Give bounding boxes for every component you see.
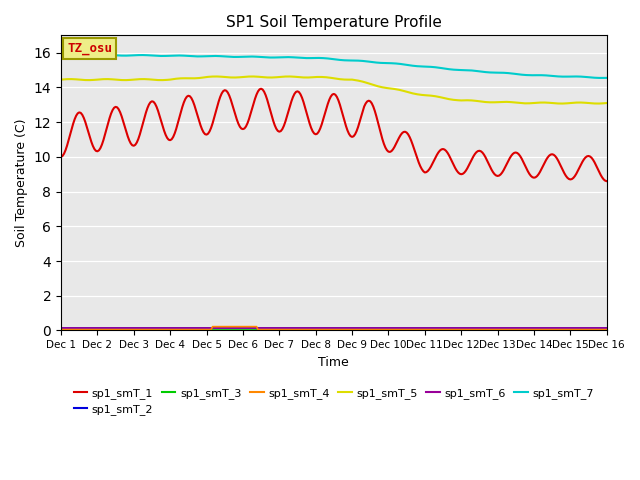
sp1_smT_3 (159, 327, 166, 333)
sp1_smT_1 (72, 113, 80, 119)
sp1_smT_1 (538, 166, 545, 172)
sp1_smT_2 (386, 325, 394, 331)
sp1_smT_7 (596, 75, 604, 81)
Line: sp1_smT_1: sp1_smT_1 (61, 89, 607, 181)
sp1_smT_3 (72, 327, 80, 333)
sp1_smT_4 (209, 324, 216, 329)
sp1_smT_4 (400, 327, 408, 333)
Line: sp1_smT_4: sp1_smT_4 (61, 326, 607, 330)
sp1_smT_1 (57, 154, 65, 160)
sp1_smT_3 (398, 327, 406, 333)
Line: sp1_smT_5: sp1_smT_5 (61, 76, 607, 104)
sp1_smT_7 (603, 75, 611, 81)
sp1_smT_2 (398, 325, 406, 331)
sp1_smT_6 (398, 324, 406, 330)
sp1_smT_6 (368, 324, 376, 330)
sp1_smT_7 (160, 53, 168, 59)
sp1_smT_2 (159, 325, 166, 331)
sp1_smT_4 (369, 327, 377, 333)
Legend: sp1_smT_1, sp1_smT_2, sp1_smT_3, sp1_smT_4, sp1_smT_5, sp1_smT_6, sp1_smT_7: sp1_smT_1, sp1_smT_2, sp1_smT_3, sp1_smT… (70, 383, 598, 420)
sp1_smT_5 (159, 77, 166, 83)
sp1_smT_1 (603, 178, 611, 184)
sp1_smT_5 (400, 88, 408, 94)
sp1_smT_1 (159, 123, 166, 129)
sp1_smT_4 (388, 327, 396, 333)
sp1_smT_2 (57, 325, 65, 331)
sp1_smT_6 (159, 324, 166, 330)
sp1_smT_5 (72, 76, 80, 82)
sp1_smT_4 (538, 327, 545, 333)
sp1_smT_7 (57, 52, 65, 58)
sp1_smT_6 (536, 324, 544, 330)
X-axis label: Time: Time (319, 356, 349, 369)
sp1_smT_7 (400, 61, 408, 67)
sp1_smT_4 (159, 327, 166, 333)
sp1_smT_6 (57, 324, 65, 330)
sp1_smT_2 (368, 325, 376, 331)
sp1_smT_6 (386, 324, 394, 330)
sp1_smT_7 (369, 60, 377, 65)
sp1_smT_2 (536, 325, 544, 331)
sp1_smT_3 (57, 327, 65, 333)
sp1_smT_1 (369, 104, 377, 109)
Title: SP1 Soil Temperature Profile: SP1 Soil Temperature Profile (226, 15, 442, 30)
sp1_smT_3 (368, 327, 376, 333)
sp1_smT_2 (603, 325, 611, 331)
sp1_smT_5 (603, 100, 611, 106)
Y-axis label: Soil Temperature (C): Soil Temperature (C) (15, 119, 28, 247)
sp1_smT_7 (67, 52, 74, 58)
sp1_smT_2 (72, 325, 80, 331)
sp1_smT_7 (388, 60, 396, 66)
sp1_smT_5 (557, 101, 565, 107)
sp1_smT_1 (388, 148, 396, 154)
sp1_smT_3 (386, 327, 394, 333)
sp1_smT_4 (603, 327, 611, 333)
sp1_smT_3 (603, 327, 611, 333)
sp1_smT_7 (74, 52, 81, 58)
sp1_smT_6 (72, 324, 80, 330)
sp1_smT_4 (57, 327, 65, 333)
sp1_smT_5 (57, 77, 65, 83)
sp1_smT_5 (388, 86, 396, 92)
sp1_smT_6 (603, 324, 611, 330)
sp1_smT_3 (536, 327, 544, 333)
sp1_smT_1 (400, 129, 408, 135)
sp1_smT_1 (257, 86, 265, 92)
Line: sp1_smT_7: sp1_smT_7 (61, 55, 607, 78)
sp1_smT_4 (72, 327, 80, 333)
Text: TZ_osu: TZ_osu (67, 42, 112, 55)
sp1_smT_5 (538, 100, 545, 106)
sp1_smT_7 (538, 72, 545, 78)
sp1_smT_5 (369, 82, 377, 88)
sp1_smT_5 (212, 73, 220, 79)
